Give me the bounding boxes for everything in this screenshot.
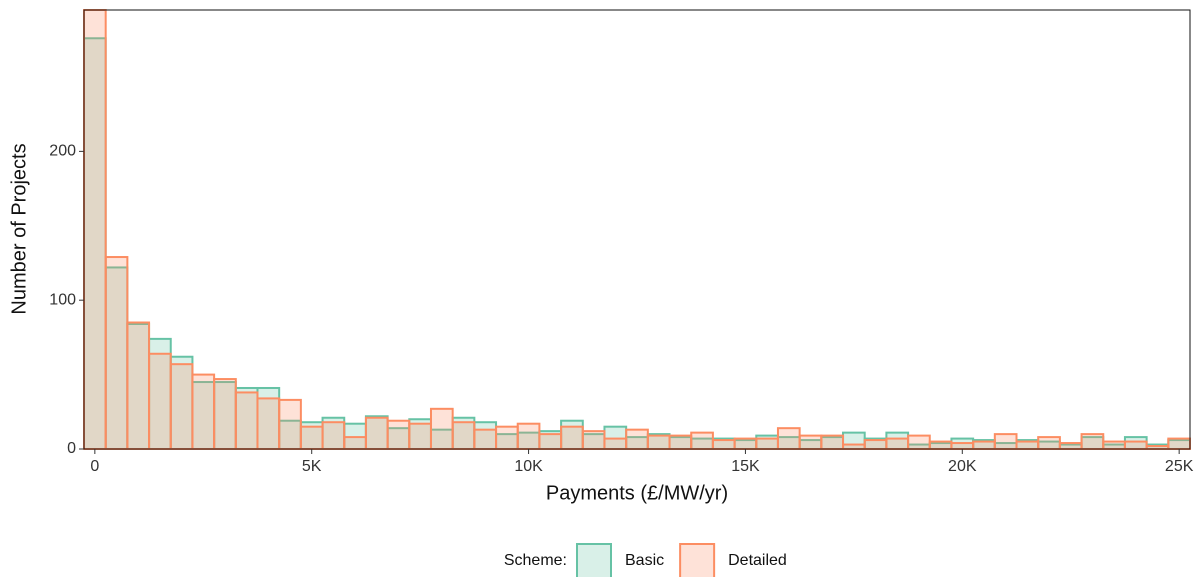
y-tick-label: 0 bbox=[67, 440, 76, 457]
histogram-bar bbox=[386, 419, 411, 451]
histogram-bar bbox=[928, 440, 953, 451]
histogram-bar bbox=[83, 9, 107, 450]
x-tick-label: 10K bbox=[514, 458, 543, 475]
y-axis-title: Number of Projects bbox=[8, 143, 30, 314]
histogram-bar bbox=[278, 398, 302, 451]
histogram-bar bbox=[408, 422, 432, 450]
histogram-bar bbox=[733, 437, 758, 450]
legend-key bbox=[576, 543, 612, 579]
histogram-bar bbox=[148, 352, 172, 450]
histogram-bar bbox=[907, 434, 931, 451]
histogram-bar bbox=[755, 437, 779, 450]
histogram-bar bbox=[842, 443, 866, 450]
y-tick-label: 200 bbox=[49, 143, 76, 160]
histogram-bar bbox=[993, 433, 1018, 451]
histogram-bar bbox=[1037, 436, 1061, 450]
legend-key bbox=[679, 543, 716, 579]
histogram-bar bbox=[560, 425, 584, 451]
histogram-bar bbox=[972, 440, 996, 451]
x-tick-label: 0 bbox=[90, 458, 99, 475]
histogram-bar bbox=[473, 428, 498, 450]
histogram-bar bbox=[776, 427, 801, 451]
histogram-bar bbox=[625, 428, 649, 450]
histogram-bar bbox=[603, 437, 628, 450]
histogram-bar bbox=[798, 434, 823, 451]
histogram-bar bbox=[429, 407, 454, 451]
histogram-bar bbox=[885, 437, 910, 450]
histogram-bar bbox=[516, 422, 541, 450]
histogram-bar bbox=[1167, 437, 1191, 450]
histogram-bar bbox=[1015, 440, 1040, 451]
y-tick-label: 100 bbox=[49, 291, 76, 308]
histogram-bar bbox=[343, 436, 367, 450]
x-tick-label: 15K bbox=[731, 458, 760, 475]
histogram-bar bbox=[191, 373, 216, 451]
histogram-bar bbox=[820, 434, 845, 451]
histogram-bar bbox=[646, 434, 671, 451]
histogram-bar bbox=[126, 321, 151, 451]
histogram-bar bbox=[690, 431, 714, 450]
histogram-bar bbox=[711, 439, 736, 451]
histogram-bar bbox=[299, 425, 324, 451]
x-tick-label: 20K bbox=[948, 458, 977, 475]
histogram-bar bbox=[104, 256, 129, 451]
x-axis-title: Payments (£/MW/yr) bbox=[546, 482, 728, 504]
histogram-bar bbox=[1102, 440, 1126, 451]
histogram-bar bbox=[581, 430, 606, 450]
x-tick-label: 25K bbox=[1165, 458, 1194, 475]
histogram-bar bbox=[1058, 442, 1083, 450]
histogram-bar bbox=[234, 391, 259, 450]
histogram-bar bbox=[451, 421, 476, 451]
histogram-bar bbox=[364, 416, 389, 450]
histogram-bar bbox=[538, 433, 563, 451]
histogram-bar bbox=[1080, 433, 1105, 451]
legend-label: Basic bbox=[625, 552, 664, 569]
histogram-bar bbox=[863, 439, 888, 451]
histogram-bar bbox=[495, 425, 519, 451]
histogram-bar bbox=[321, 421, 346, 451]
histogram-bar bbox=[169, 363, 194, 450]
legend-label: Detailed bbox=[728, 552, 787, 569]
legend-title: Scheme: bbox=[504, 552, 567, 569]
plot-border bbox=[83, 9, 1191, 450]
histogram-bar bbox=[950, 442, 975, 450]
histogram-bar bbox=[213, 378, 237, 450]
histogram-bar bbox=[668, 434, 693, 451]
x-tick-label: 5K bbox=[302, 458, 322, 475]
histogram-bar bbox=[1123, 440, 1148, 451]
histogram-bar bbox=[256, 397, 281, 450]
